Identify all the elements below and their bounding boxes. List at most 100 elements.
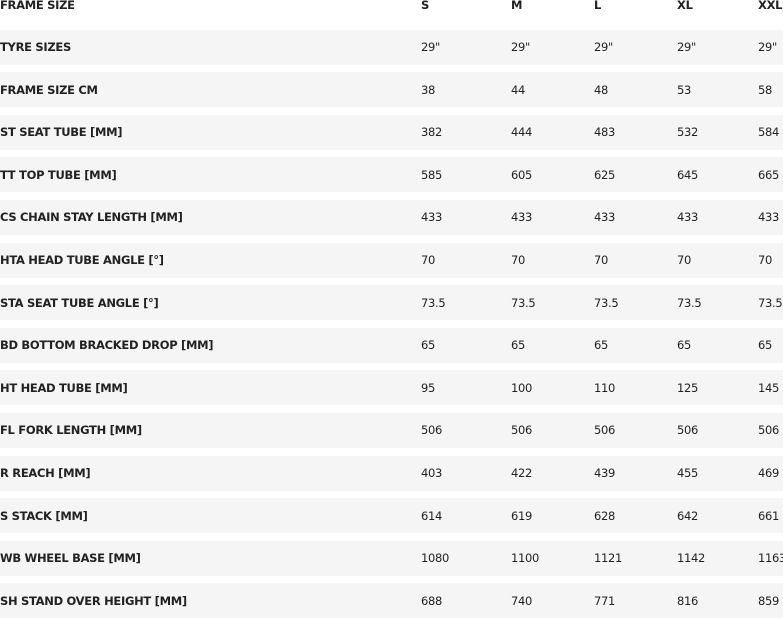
value-cell: 439	[594, 466, 616, 480]
value-cell: 70	[594, 253, 609, 267]
value-cell: 65	[594, 338, 609, 353]
value-cell: 740	[511, 593, 533, 608]
value-cell: 73.5	[511, 295, 536, 310]
value-cell: 469	[758, 466, 780, 480]
row-background	[0, 455, 783, 491]
row-label: HTA HEAD TUBE ANGLE [°]	[0, 253, 164, 267]
value-cell: 70	[758, 253, 773, 267]
value-cell: 506	[594, 423, 616, 438]
value-cell: 38	[421, 82, 436, 97]
value-cell: 73.5	[594, 295, 619, 310]
value-cell: 44	[511, 82, 526, 97]
value-cell: 73.5	[677, 295, 702, 310]
value-cell: 483	[594, 125, 616, 140]
value-cell: 455	[677, 466, 699, 480]
value-cell: 53	[677, 82, 692, 97]
value-cell: 771	[594, 593, 616, 608]
value-cell: 29"	[594, 40, 614, 54]
value-cell: 422	[511, 466, 533, 480]
row-background	[0, 498, 783, 534]
value-cell: 110	[594, 380, 616, 395]
value-cell: 382	[421, 125, 443, 140]
value-cell: 506	[677, 423, 699, 438]
value-cell: 73.5	[421, 295, 446, 310]
value-cell: 433	[677, 210, 699, 225]
value-cell: 661	[758, 508, 780, 523]
value-cell: 584	[758, 125, 780, 140]
value-cell: 70	[677, 253, 692, 267]
value-cell: 625	[594, 167, 616, 182]
header-cell: XL	[677, 0, 693, 12]
value-cell: 29"	[677, 40, 697, 54]
value-cell: 859	[758, 593, 780, 608]
row-label: R REACH [MM]	[0, 466, 91, 480]
row-label: CS CHAIN STAY LENGTH [MM]	[0, 210, 183, 225]
value-cell: 70	[421, 253, 436, 267]
value-cell: 433	[511, 210, 533, 225]
row-label: FL FORK LENGTH [MM]	[0, 423, 142, 438]
value-cell: 65	[511, 338, 526, 353]
value-cell: 433	[594, 210, 616, 225]
value-cell: 605	[511, 167, 533, 182]
row-background	[0, 114, 783, 150]
value-cell: 506	[421, 423, 443, 438]
row-background	[0, 157, 783, 193]
value-cell: 619	[511, 508, 533, 523]
value-cell: 688	[421, 593, 443, 608]
header-cell: M	[511, 0, 523, 12]
row-label: ST SEAT TUBE [MM]	[0, 125, 123, 140]
value-cell: 65	[677, 338, 692, 353]
row-label: TT TOP TUBE [MM]	[0, 167, 117, 182]
value-cell: 1121	[594, 551, 623, 566]
value-cell: 1142	[677, 551, 706, 566]
row-label: WB WHEEL BASE [MM]	[0, 551, 141, 566]
header-cell: L	[594, 0, 602, 12]
row-background	[0, 540, 783, 576]
value-cell: 506	[758, 423, 780, 438]
row-background	[0, 72, 783, 108]
row-background	[0, 29, 783, 65]
value-cell: 628	[594, 508, 616, 523]
value-cell: 100	[511, 380, 533, 395]
value-cell: 614	[421, 508, 443, 523]
value-cell: 29"	[421, 40, 441, 54]
row-label: TYRE SIZES	[0, 40, 71, 54]
value-cell: 65	[421, 338, 436, 353]
value-cell: 65	[758, 338, 773, 353]
value-cell: 95	[421, 380, 436, 395]
row-background	[0, 327, 783, 363]
value-cell: 532	[677, 125, 699, 140]
value-cell: 1100	[511, 551, 540, 566]
row-background	[0, 412, 783, 448]
value-cell: 433	[758, 210, 780, 225]
value-cell: 73.5	[758, 295, 783, 310]
value-cell: 29"	[511, 40, 531, 54]
value-cell: 1080	[421, 551, 450, 566]
value-cell: 642	[677, 508, 699, 523]
value-cell: 58	[758, 82, 773, 97]
value-cell: 1163	[758, 551, 783, 566]
header-cell: XXL	[758, 0, 783, 12]
value-cell: 145	[758, 380, 780, 395]
value-cell: 444	[511, 125, 533, 140]
value-cell: 433	[421, 210, 443, 225]
row-label: STA SEAT TUBE ANGLE [°]	[0, 295, 159, 310]
row-label: S STACK [MM]	[0, 508, 88, 523]
row-background	[0, 199, 783, 235]
value-cell: 665	[758, 167, 780, 182]
value-cell: 125	[677, 380, 699, 395]
value-cell: 70	[511, 253, 526, 267]
value-cell: 816	[677, 593, 699, 608]
row-label: FRAME SIZE CM	[0, 82, 98, 97]
value-cell: 403	[421, 466, 443, 480]
value-cell: 645	[677, 167, 699, 182]
row-label: BD BOTTOM BRACKED DROP [MM]	[0, 338, 214, 353]
row-label: HT HEAD TUBE [MM]	[0, 380, 128, 395]
value-cell: 585	[421, 167, 443, 182]
value-cell: 29"	[758, 40, 778, 54]
value-cell: 48	[594, 82, 609, 97]
row-background	[0, 285, 783, 321]
row-background	[0, 370, 783, 406]
header-cell: FRAME SIZE	[0, 0, 75, 12]
